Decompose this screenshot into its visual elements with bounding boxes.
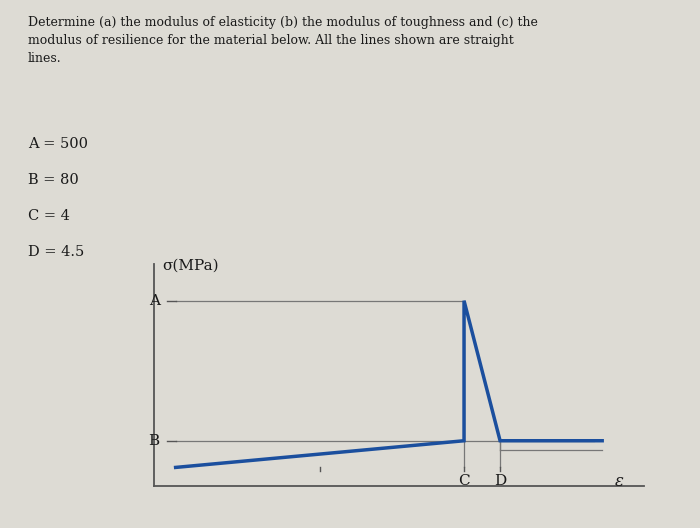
Text: D: D xyxy=(494,474,506,488)
Text: B: B xyxy=(148,433,160,448)
Text: B = 80: B = 80 xyxy=(28,173,78,187)
Text: Determine (a) the modulus of elasticity (b) the modulus of toughness and (c) the: Determine (a) the modulus of elasticity … xyxy=(28,16,538,65)
Text: A: A xyxy=(149,294,160,308)
Text: ε: ε xyxy=(615,474,623,491)
Text: A = 500: A = 500 xyxy=(28,137,88,152)
Text: C: C xyxy=(458,474,470,488)
Text: σ(MPa): σ(MPa) xyxy=(162,258,219,272)
Text: C = 4: C = 4 xyxy=(28,209,70,223)
Text: D = 4.5: D = 4.5 xyxy=(28,245,84,259)
